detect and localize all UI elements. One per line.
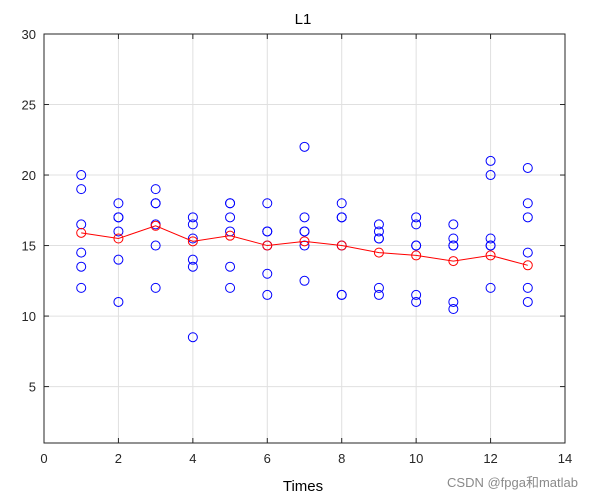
watermark: CSDN @fpga和matlab	[447, 475, 578, 490]
data-point	[187, 261, 198, 272]
data-point	[485, 282, 496, 293]
x-tick-label: 0	[40, 451, 47, 466]
data-point	[187, 332, 198, 343]
data-point	[225, 282, 236, 293]
data-point	[373, 289, 384, 300]
data-point	[373, 233, 384, 244]
y-tick-label: 5	[29, 380, 36, 395]
mean-point	[76, 227, 87, 238]
mean-point	[485, 250, 496, 261]
data-point	[485, 170, 496, 181]
data-point	[76, 282, 87, 293]
data-point	[187, 219, 198, 230]
x-tick-label: 14	[558, 451, 572, 466]
data-point	[113, 198, 124, 209]
data-point	[76, 184, 87, 195]
data-point	[411, 219, 422, 230]
data-point	[150, 240, 161, 251]
data-point	[113, 254, 124, 265]
data-point	[411, 240, 422, 251]
data-point	[336, 289, 347, 300]
mean-point	[299, 236, 310, 247]
mean-point	[522, 260, 533, 271]
x-tick-label: 12	[483, 451, 497, 466]
data-point	[411, 212, 422, 223]
data-point	[522, 212, 533, 223]
data-point	[225, 261, 236, 272]
data-point	[187, 233, 198, 244]
data-point	[299, 212, 310, 223]
data-point	[299, 275, 310, 286]
data-point	[485, 233, 496, 244]
mean-point	[113, 233, 124, 244]
data-point	[225, 198, 236, 209]
data-point	[76, 261, 87, 272]
data-point	[187, 254, 198, 265]
mean-point	[187, 236, 198, 247]
data-point	[411, 289, 422, 300]
data-point	[262, 289, 273, 300]
data-point	[150, 198, 161, 209]
data-point	[225, 212, 236, 223]
data-point	[485, 155, 496, 166]
mean-point	[411, 250, 422, 261]
x-tick-label: 10	[409, 451, 423, 466]
mean-point	[150, 220, 161, 231]
data-point	[299, 226, 310, 237]
data-point	[373, 219, 384, 230]
data-point	[522, 282, 533, 293]
axes: 0 2 4 6 8 10 12 14 5 10 15 20 25 30	[22, 27, 573, 466]
plot-series	[76, 141, 533, 343]
data-point	[262, 226, 273, 237]
data-point	[522, 198, 533, 209]
data-point	[522, 247, 533, 258]
x-axis-label: Times	[283, 478, 323, 495]
x-tick-label: 4	[189, 451, 196, 466]
data-point	[485, 240, 496, 251]
x-tick-label: 6	[264, 451, 271, 466]
data-point	[113, 212, 124, 223]
data-point	[448, 233, 459, 244]
data-point	[150, 184, 161, 195]
mean-point	[336, 240, 347, 251]
data-point	[522, 296, 533, 307]
data-point	[448, 219, 459, 230]
y-tick-label: 20	[22, 168, 36, 183]
data-point	[262, 268, 273, 279]
chart-title: L1	[295, 11, 312, 28]
data-point	[299, 141, 310, 152]
axes-box	[43, 33, 566, 444]
data-point	[76, 247, 87, 258]
data-point	[448, 296, 459, 307]
grid	[43, 33, 566, 443]
data-point	[150, 282, 161, 293]
data-point	[113, 226, 124, 237]
data-point	[336, 198, 347, 209]
x-tick-label: 8	[338, 451, 345, 466]
data-point	[336, 212, 347, 223]
mean-point	[262, 240, 273, 251]
mean-point	[448, 256, 459, 267]
x-tick-label: 2	[115, 451, 122, 466]
plot-area	[44, 34, 565, 443]
mean-point	[373, 247, 384, 258]
data-point	[373, 282, 384, 293]
data-point	[411, 296, 422, 307]
data-point	[373, 226, 384, 237]
data-point	[76, 170, 87, 181]
data-point	[448, 304, 459, 315]
mean-point	[225, 230, 236, 241]
mean-line	[81, 225, 528, 266]
y-tick-label: 30	[22, 27, 36, 42]
data-point	[113, 296, 124, 307]
data-point	[187, 212, 198, 223]
data-point	[262, 198, 273, 209]
data-point	[448, 240, 459, 251]
y-tick-label: 10	[22, 309, 36, 324]
data-point	[522, 162, 533, 173]
y-tick-label: 25	[22, 98, 36, 113]
data-point	[76, 219, 87, 230]
y-tick-label: 15	[22, 239, 36, 254]
